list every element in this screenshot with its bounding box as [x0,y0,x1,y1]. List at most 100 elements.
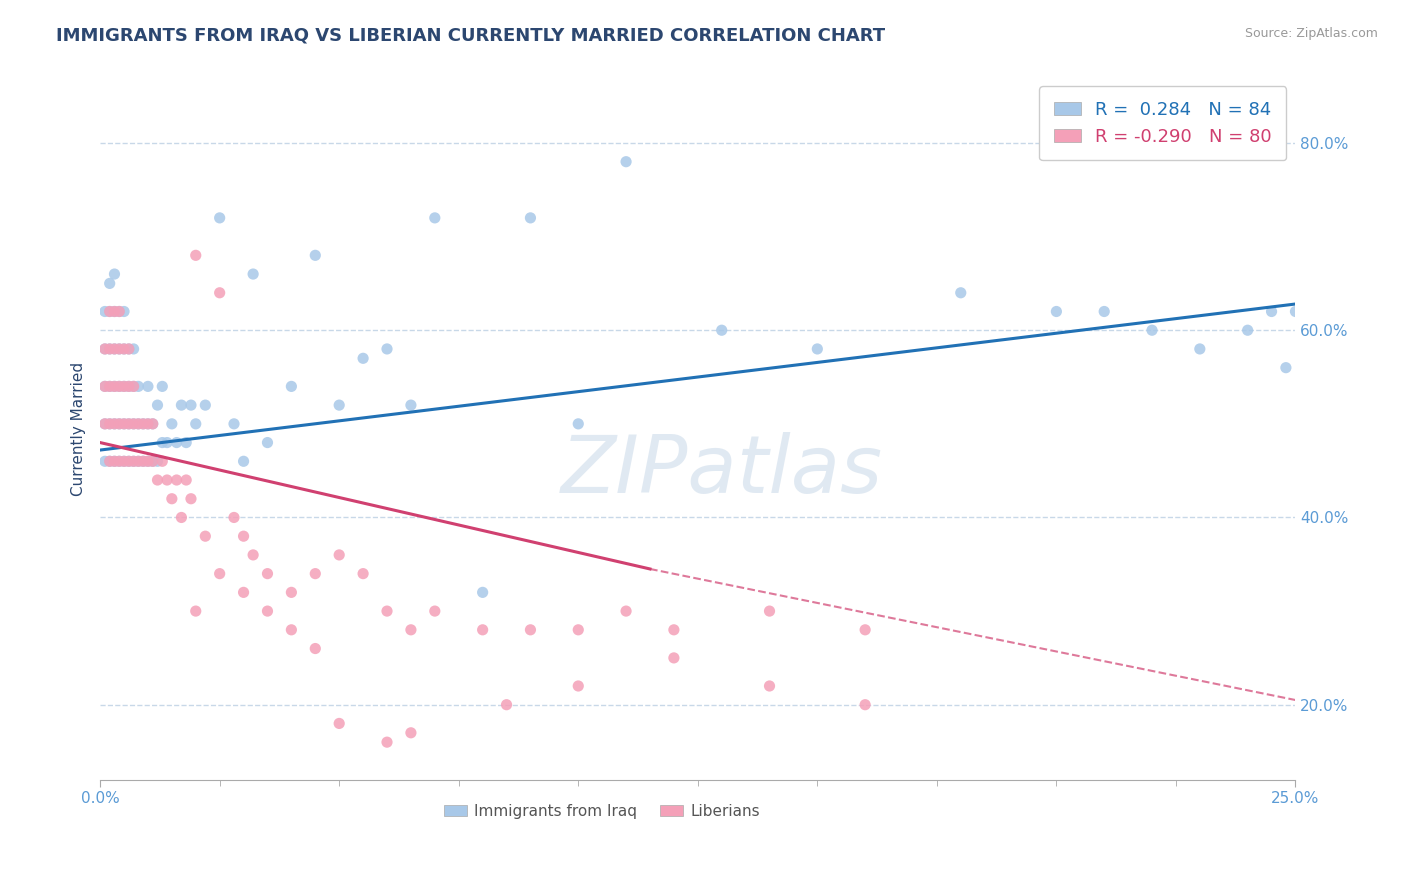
Point [103,454,125,468]
Point [160,417,183,431]
Point [118,342,141,356]
Point [108,304,131,318]
Point [122,454,145,468]
Point [423,604,446,618]
Point [1284,304,1306,318]
Point [118,454,141,468]
Point [112,342,135,356]
Point [103,454,125,468]
Point [103,304,125,318]
Point [98,304,121,318]
Point [98,304,121,318]
Point [208,211,231,225]
Point [118,342,141,356]
Point [150,454,173,468]
Point [142,454,165,468]
Point [108,454,131,468]
Point [118,379,141,393]
Point [98,454,121,468]
Point [304,248,326,262]
Point [399,623,422,637]
Point [710,323,733,337]
Point [136,417,159,431]
Point [232,454,254,468]
Point [98,417,121,431]
Point [132,454,155,468]
Point [1092,304,1115,318]
Point [256,566,278,581]
Point [118,454,141,468]
Point [194,398,217,412]
Point [142,417,165,431]
Point [256,604,278,618]
Point [98,342,121,356]
Point [118,417,141,431]
Point [108,342,131,356]
Point [122,379,145,393]
Point [127,454,149,468]
Point [122,379,145,393]
Point [103,267,125,281]
Point [1260,304,1282,318]
Point [118,379,141,393]
Point [232,529,254,543]
Text: IMMIGRANTS FROM IRAQ VS LIBERIAN CURRENTLY MARRIED CORRELATION CHART: IMMIGRANTS FROM IRAQ VS LIBERIAN CURRENT… [56,27,886,45]
Point [108,379,131,393]
Point [142,454,165,468]
Point [208,285,231,300]
Point [112,417,135,431]
Point [519,623,541,637]
Point [103,417,125,431]
Point [127,417,149,431]
Point [98,454,121,468]
Point [94,417,117,431]
Point [232,585,254,599]
Point [94,379,117,393]
Y-axis label: Currently Married: Currently Married [72,361,86,496]
Text: ZIPatlas: ZIPatlas [561,432,883,509]
Point [146,454,169,468]
Point [103,379,125,393]
Point [146,473,169,487]
Point [112,454,135,468]
Point [375,604,398,618]
Point [122,454,145,468]
Point [375,342,398,356]
Point [949,285,972,300]
Point [122,417,145,431]
Point [1275,360,1298,375]
Point [94,417,117,431]
Point [94,454,117,468]
Point [103,417,125,431]
Point [103,342,125,356]
Point [853,698,876,712]
Point [180,491,202,506]
Point [170,398,193,412]
Point [222,510,245,524]
Text: Source: ZipAtlas.com: Source: ZipAtlas.com [1244,27,1378,40]
Point [94,342,117,356]
Point [150,379,173,393]
Point [98,277,121,291]
Point [399,726,422,740]
Point [194,529,217,543]
Point [94,342,117,356]
Point [146,398,169,412]
Point [132,454,155,468]
Point [184,604,207,618]
Point [280,379,302,393]
Point [280,585,302,599]
Point [108,304,131,318]
Legend: Immigrants from Iraq, Liberians: Immigrants from Iraq, Liberians [437,797,766,824]
Point [108,454,131,468]
Point [519,211,541,225]
Point [222,417,245,431]
Point [98,379,121,393]
Point [495,698,517,712]
Point [375,735,398,749]
Point [184,417,207,431]
Point [328,548,350,562]
Point [132,417,155,431]
Point [242,267,264,281]
Point [150,435,173,450]
